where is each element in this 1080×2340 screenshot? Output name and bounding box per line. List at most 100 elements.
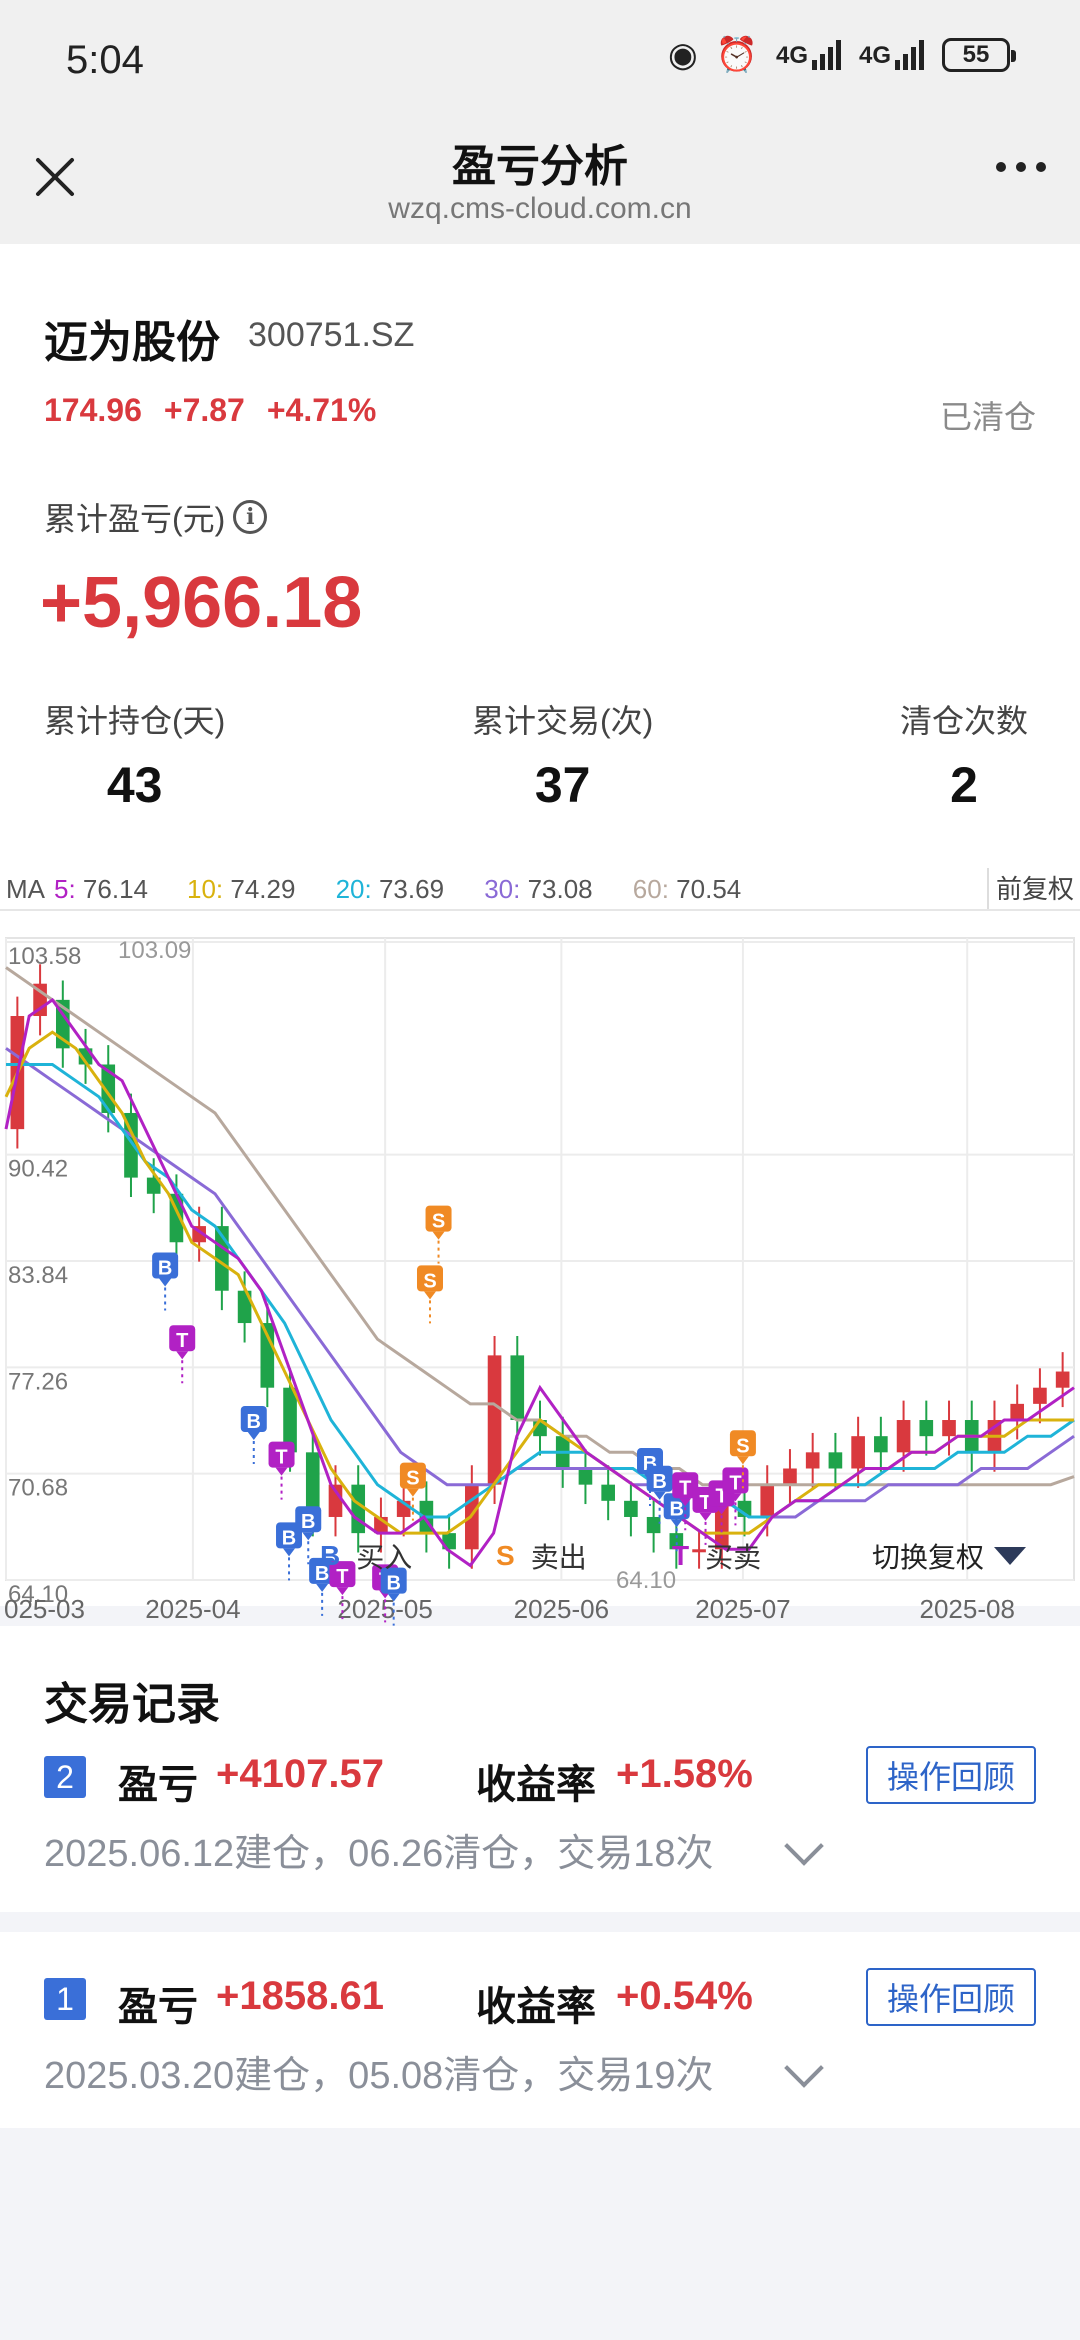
marker-label: T xyxy=(336,1566,348,1588)
ma-legend-10: 10: 74.29 xyxy=(187,874,295,904)
trade-records-card-2: 1 盈亏 +1858.61 收益率 +0.54% 操作回顾 2025.03.20… xyxy=(0,1932,1080,2128)
marker-pointer xyxy=(336,1587,349,1596)
y-tick-label: 103.58 xyxy=(8,943,81,970)
status-time: 5:04 xyxy=(66,38,144,82)
section-title: 交易记录 xyxy=(44,1680,220,1729)
battery-icon: 55 xyxy=(942,38,1016,72)
candle xyxy=(669,1533,684,1550)
candle xyxy=(1033,1387,1047,1404)
status-icons: ◉ ⏰ 4G 4G 55 xyxy=(668,36,1016,74)
ma-legend-30: 30: 73.08 xyxy=(484,874,592,904)
trade-desc: 2025.03.20建仓，05.08清仓，交易19次 xyxy=(44,2055,714,2097)
marker-T xyxy=(329,1561,356,1588)
candle xyxy=(328,1484,343,1517)
marker-label: B xyxy=(301,1511,315,1533)
marker-S xyxy=(399,1462,426,1489)
legend-sell: S 卖出 xyxy=(496,1540,587,1573)
close-icon[interactable] xyxy=(30,152,80,202)
price-row: 174.96 +7.87 +4.71% xyxy=(44,392,376,429)
candle xyxy=(851,1436,865,1469)
candle xyxy=(942,1420,956,1437)
marker-pointer xyxy=(387,1593,400,1602)
stat-trade-count: 累计交易(次) 37 xyxy=(472,703,654,813)
marker-label: B xyxy=(315,1563,329,1585)
nav-bar: 盈亏分析 wzq.cms-cloud.com.cn xyxy=(0,120,1080,244)
x-tick-label: 2025-04 xyxy=(145,1594,240,1624)
marker-pointer xyxy=(670,1519,683,1528)
page-title: 盈亏分析 xyxy=(452,142,628,191)
pnl-label: 累计盈亏(元) i xyxy=(44,494,268,540)
y-tick-label: 77.26 xyxy=(8,1368,68,1395)
trade-index-badge: 1 xyxy=(44,1978,86,2020)
stock-price: 174.96 xyxy=(44,392,142,428)
legend-buy: B 买入 xyxy=(320,1540,413,1573)
trade-pnl: +4107.57 xyxy=(216,1752,384,1796)
trade-return: +1.58% xyxy=(616,1752,753,1796)
marker-label: T xyxy=(275,1447,287,1469)
candle xyxy=(919,1420,934,1437)
candle xyxy=(124,1112,138,1178)
marker-B xyxy=(646,1465,673,1492)
candle xyxy=(783,1468,797,1485)
marker-pointer xyxy=(406,1488,419,1497)
trade-pnl: +1858.61 xyxy=(216,1974,384,2018)
y-tick-label: 70.68 xyxy=(8,1475,68,1502)
marker-label: B xyxy=(386,1573,400,1595)
marker-pointer xyxy=(283,1548,296,1557)
chart-legend: B 买入 S 卖出 T 买卖 切换复权 xyxy=(0,1536,1080,1576)
more-icon[interactable] xyxy=(996,162,1046,172)
y-tick-label: 64.10 xyxy=(8,1581,68,1608)
marker-label: B xyxy=(652,1471,666,1493)
signal-icon-2: 4G xyxy=(859,40,924,70)
candle xyxy=(351,1484,366,1534)
marker-label: S xyxy=(736,1435,749,1457)
stock-summary-card: 迈为股份 300751.SZ 174.96 +7.87 +4.71% 已清仓 累… xyxy=(0,244,1080,1626)
candle xyxy=(874,1436,888,1453)
adjust-toggle-button[interactable]: 切换复权 xyxy=(872,1536,1027,1576)
stock-name: 迈为股份 xyxy=(44,318,220,367)
marker-label: B xyxy=(247,1411,261,1433)
ma-legend-20: 20: 73.69 xyxy=(336,874,444,904)
marker-label: T xyxy=(729,1472,741,1494)
marker-label: S xyxy=(423,1270,436,1292)
trade-records-card: 交易记录 2 盈亏 +4107.57 收益率 +1.58% 操作回顾 2025.… xyxy=(0,1626,1080,1912)
x-tick-label: 2025-07 xyxy=(695,1594,790,1624)
marker-pointer xyxy=(176,1351,189,1360)
candle xyxy=(146,1177,161,1194)
candle xyxy=(510,1355,525,1421)
candle xyxy=(624,1500,638,1517)
x-tick-label: 025-03 xyxy=(4,1594,85,1624)
candle xyxy=(33,983,47,1017)
candle xyxy=(578,1468,593,1485)
candle xyxy=(1055,1371,1070,1388)
chevron-down-icon[interactable] xyxy=(784,1826,824,1866)
page-url: wzq.cms-cloud.com.cn xyxy=(388,192,692,225)
candle xyxy=(601,1484,615,1501)
legend-both: T 买卖 xyxy=(672,1540,762,1573)
chevron-down-icon[interactable] xyxy=(784,2048,824,2088)
candle xyxy=(692,1549,706,1553)
marker-pointer xyxy=(275,1467,288,1476)
marker-pointer xyxy=(679,1498,692,1507)
marker-B xyxy=(295,1506,322,1533)
marker-pointer xyxy=(432,1231,445,1240)
ma-legend-60: 60: 70.54 xyxy=(633,874,741,904)
alarm-icon: ⏰ xyxy=(715,36,758,74)
marker-label: T xyxy=(176,1330,188,1352)
review-button[interactable]: 操作回顾 xyxy=(866,1746,1036,1804)
kline-chart[interactable]: MA 5: 76.14 10: 74.29 20: 73.69 30: 73.08 60:… xyxy=(0,844,1080,1724)
info-icon[interactable]: i xyxy=(233,500,268,534)
marker-label: B xyxy=(669,1498,683,1520)
marker-label: B xyxy=(282,1527,296,1549)
ma5-line xyxy=(4,997,1075,1568)
ma-prefix: MA xyxy=(6,874,46,904)
review-button[interactable]: 操作回顾 xyxy=(866,1968,1036,2026)
marker-pointer xyxy=(247,1432,260,1441)
marker-label: S xyxy=(432,1211,445,1233)
marker-pointer xyxy=(302,1532,315,1541)
candle xyxy=(896,1420,911,1453)
marker-pointer xyxy=(715,1506,728,1515)
marker-T xyxy=(672,1472,699,1499)
candle xyxy=(283,1387,297,1453)
trade-return: +0.54% xyxy=(616,1974,753,2018)
